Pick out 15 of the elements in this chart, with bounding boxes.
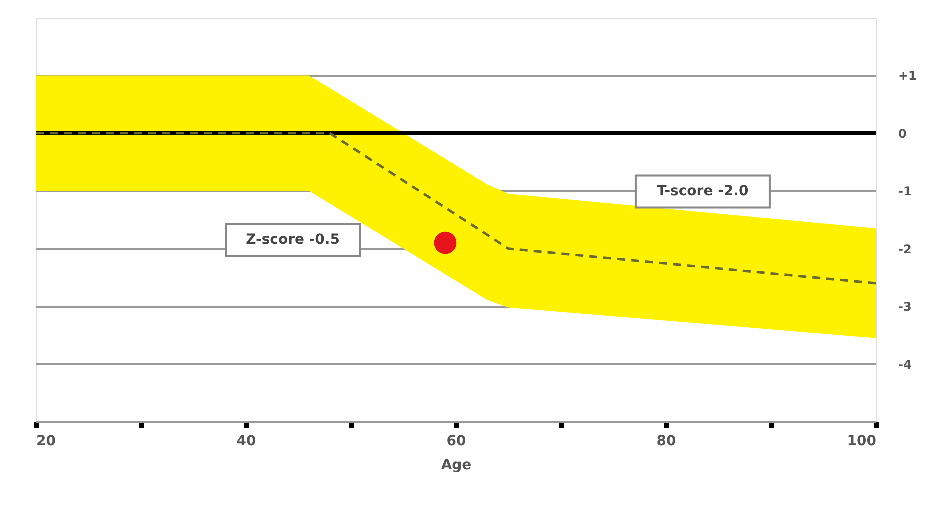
y-tick-label: -1 [898, 184, 912, 199]
x-tick-label: 40 [236, 434, 256, 450]
x-tick-label: 100 [847, 434, 877, 450]
y-tick-label: +1 [898, 69, 917, 84]
annotation: T-score -2.0 [657, 184, 749, 200]
y-tick-label: -3 [898, 300, 912, 314]
y-tick-label: -4 [898, 358, 912, 372]
line-series [34, 132, 878, 285]
x-axis-title: Age [441, 458, 472, 474]
annotation: Z-score -0.5 [246, 232, 340, 248]
x-tick-label: 20 [36, 434, 56, 450]
x-tick-label: 80 [656, 434, 676, 450]
y-tick-label: 0 [898, 126, 907, 141]
x-tick-label: 60 [446, 434, 466, 450]
y-tick-label: -2 [898, 242, 912, 256]
